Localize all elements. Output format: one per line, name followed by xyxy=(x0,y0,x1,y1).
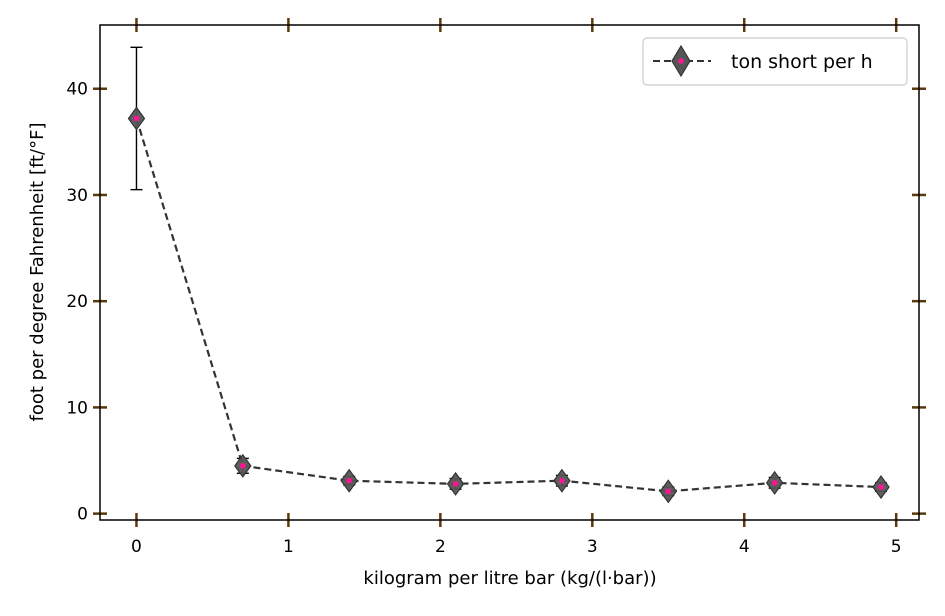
x-tick-label: 2 xyxy=(435,537,446,557)
x-axis-label: kilogram per litre bar (kg/(l·bar)) xyxy=(363,568,656,589)
y-tick-label: 0 xyxy=(77,505,88,525)
legend-label: ton short per h xyxy=(731,51,873,73)
x-tick-label: 0 xyxy=(131,537,142,557)
data-series xyxy=(127,46,890,504)
x-tick-label: 3 xyxy=(587,537,598,557)
axis-ticks xyxy=(93,18,926,527)
plot-frame xyxy=(99,24,920,521)
series-line xyxy=(135,118,882,493)
y-tick-label: 10 xyxy=(66,398,88,418)
data-point-center xyxy=(452,481,459,487)
tick-labels: 0 1 2 3 4 5 0 10 20 30 40 xyxy=(66,80,901,557)
y-axis-label: foot per degree Fahrenheit [ft/°F] xyxy=(27,123,48,422)
data-point-center xyxy=(559,477,565,484)
x-tick-label: 5 xyxy=(891,537,902,557)
data-point-center xyxy=(878,484,884,490)
data-point-center xyxy=(665,488,672,495)
legend: ton short per h xyxy=(642,37,908,86)
y-tick-label: 30 xyxy=(66,186,88,206)
legend-marker-center xyxy=(678,58,684,64)
data-point-center xyxy=(346,477,352,484)
legend-box xyxy=(642,37,908,86)
y-tick-label: 40 xyxy=(66,80,88,100)
x-tick-label: 4 xyxy=(739,537,750,557)
y-tick-label: 20 xyxy=(66,292,88,312)
data-point-center xyxy=(240,463,246,469)
data-point-center xyxy=(133,115,140,122)
data-point-center xyxy=(771,480,778,486)
x-tick-label: 1 xyxy=(283,537,294,557)
